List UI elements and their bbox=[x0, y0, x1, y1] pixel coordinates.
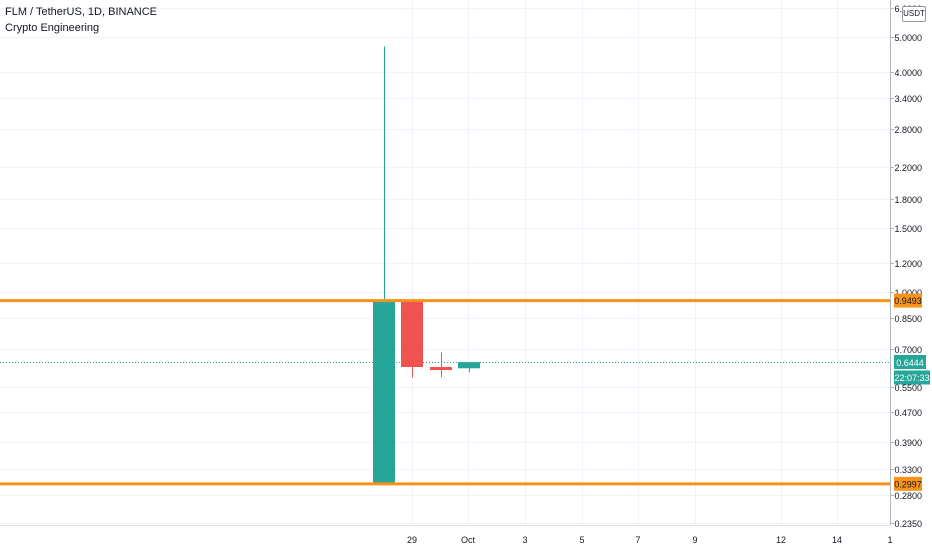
y-tick-label: 0.2350 bbox=[894, 519, 922, 529]
y-tick-label: 5.0000 bbox=[894, 33, 922, 43]
countdown-tag bbox=[894, 370, 930, 385]
y-tick-label: 0.7000 bbox=[894, 345, 922, 355]
currency-badge[interactable]: USDT bbox=[902, 6, 926, 22]
symbol-title[interactable]: FLM / TetherUS, 1D, BINANCE bbox=[5, 6, 158, 18]
y-tick-label: 0.4700 bbox=[894, 408, 922, 418]
countdown-text: 22:07:33 bbox=[894, 373, 929, 383]
candle-body bbox=[401, 300, 423, 368]
x-tick-label: Oct bbox=[461, 535, 476, 545]
price-labels: 0.9493 0.2997 0.6444 22:07:33 bbox=[894, 293, 930, 491]
y-tick-label: 0.5500 bbox=[894, 383, 922, 393]
x-tick-label: 14 bbox=[832, 535, 842, 545]
y-tick-label: 4.0000 bbox=[894, 68, 922, 78]
y-tick-label: 0.2800 bbox=[894, 491, 922, 501]
candle-body bbox=[430, 367, 452, 371]
x-tick-label: 12 bbox=[776, 535, 786, 545]
last-price-text: 0.6444 bbox=[896, 358, 924, 368]
x-tick-label: 29 bbox=[407, 535, 417, 545]
indicator-label[interactable]: Crypto Engineering bbox=[5, 22, 100, 34]
y-tick-label: 2.8000 bbox=[894, 125, 922, 135]
x-tick-label: 7 bbox=[635, 535, 640, 545]
y-tick-label: 1.5000 bbox=[894, 224, 922, 234]
y-tick-label: 0.3900 bbox=[894, 438, 922, 448]
x-tick-label: 5 bbox=[579, 535, 584, 545]
candle-body bbox=[373, 300, 395, 484]
candles bbox=[373, 46, 480, 484]
axes: 0.2350 0.2800 0.3300 0.3900 0.4700 0.5500 0.70… bbox=[0, 0, 922, 545]
x-tick-label: 9 bbox=[692, 535, 697, 545]
level-price-text: 0.9493 bbox=[894, 296, 922, 306]
last-price-tag bbox=[894, 355, 926, 369]
y-tick-label: 2.2000 bbox=[894, 163, 922, 173]
y-tick-label: 1.2000 bbox=[894, 259, 922, 269]
candle-body bbox=[458, 362, 480, 369]
x-tick-label: 1 bbox=[887, 535, 892, 545]
y-tick-label: 1.8000 bbox=[894, 195, 922, 205]
level-price-tag bbox=[894, 476, 922, 491]
level-price-tag bbox=[894, 293, 922, 308]
level-price-text: 0.2997 bbox=[894, 479, 922, 489]
level-lines[interactable] bbox=[0, 299, 890, 486]
y-tick-label: 0.8500 bbox=[894, 314, 922, 324]
y-tick-label: 3.4000 bbox=[894, 94, 922, 104]
y-tick-label: 1.0000 bbox=[894, 288, 922, 298]
grid bbox=[0, 0, 891, 525]
x-tick-label: 3 bbox=[522, 535, 527, 545]
y-tick-label: 0.3300 bbox=[894, 465, 922, 475]
